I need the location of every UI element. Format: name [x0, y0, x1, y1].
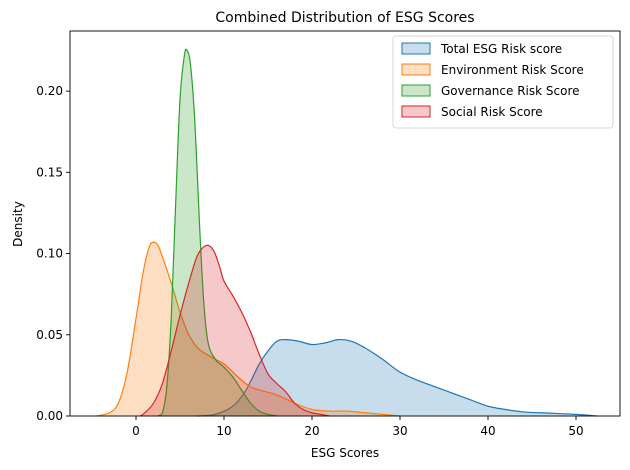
density-line-2 [96, 241, 401, 417]
legend-label-3: Governance Risk Score [441, 84, 580, 98]
plot-area [96, 48, 599, 417]
density-area-2 [96, 242, 401, 416]
axes: 0 10 20 30 40 50 0.00 0.05 0.10 0.15 0.20 [36, 30, 621, 438]
legend-swatch-2 [401, 63, 431, 76]
y-tick-label: 0.05 [36, 328, 63, 342]
density-area-3 [158, 49, 277, 416]
density-line-3 [157, 48, 277, 417]
y-axis-label: Density [11, 201, 25, 247]
x-tick-label: 50 [568, 424, 583, 438]
axes-frame [69, 30, 621, 417]
legend-swatch-4 [401, 105, 431, 118]
density-line-4 [140, 244, 330, 417]
density-area-1 [197, 339, 598, 416]
density-line-1 [197, 338, 599, 417]
legend-box [392, 35, 614, 129]
x-tick-label: 20 [304, 424, 319, 438]
legend-label-2: Environment Risk Score [441, 63, 584, 77]
legend-label-1: Total ESG Risk score [440, 42, 562, 56]
x-tick-label: 10 [216, 424, 231, 438]
y-tick-label: 0.15 [36, 165, 63, 179]
x-tick-label: 40 [480, 424, 495, 438]
legend-label-4: Social Risk Score [441, 105, 543, 119]
y-tick-label: 0.20 [36, 84, 63, 98]
legend-swatch-1 [401, 42, 431, 55]
legend-swatch-3 [401, 84, 431, 97]
chart-title: Combined Distribution of ESG Scores [215, 10, 474, 26]
x-tick-label: 30 [392, 424, 407, 438]
y-tick-label: 0.10 [36, 247, 63, 261]
x-tick-label: 0 [132, 424, 140, 438]
y-tick-label: 0.00 [36, 409, 63, 423]
legend: Total ESG Risk score Environment Risk Sco… [392, 35, 614, 129]
x-axis-label: ESG Scores [311, 446, 379, 460]
